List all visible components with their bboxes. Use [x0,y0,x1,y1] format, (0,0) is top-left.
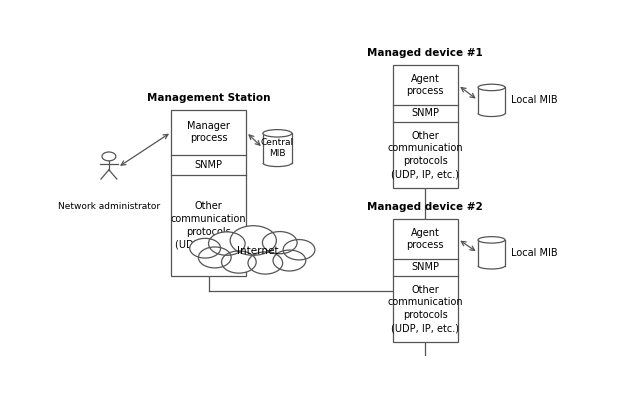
Circle shape [102,152,116,161]
Text: Management Station: Management Station [147,93,271,103]
Bar [478,88,505,113]
Text: Other
communication
protocols
(UDP, IP, etc.): Other communication protocols (UDP, IP, … [388,131,463,179]
Circle shape [209,232,245,255]
Circle shape [222,251,256,273]
Circle shape [283,240,315,260]
Text: Agent
process: Agent process [407,74,444,96]
Circle shape [199,247,231,268]
Text: Internet: Internet [237,246,279,256]
Text: Agent
process: Agent process [407,228,444,250]
Text: Managed device #1: Managed device #1 [368,48,483,58]
Circle shape [190,238,220,258]
Text: SNMP: SNMP [411,108,439,118]
Circle shape [263,232,297,254]
Bar [478,240,505,266]
Circle shape [248,252,283,274]
Text: Managed device #2: Managed device #2 [368,202,483,212]
Ellipse shape [478,237,505,243]
Bar [263,133,292,163]
Text: Local MIB: Local MIB [510,95,558,105]
Circle shape [273,250,306,271]
Ellipse shape [263,130,292,137]
Text: Other
communication
protocols
(UDP, IP, etc.): Other communication protocols (UDP, IP, … [171,202,247,250]
Bar [393,65,458,188]
Text: Other
communication
protocols
(UDP, IP, etc.): Other communication protocols (UDP, IP, … [388,285,463,333]
Ellipse shape [478,84,505,91]
Text: SNMP: SNMP [195,160,223,170]
Text: Network administrator: Network administrator [58,202,160,211]
Text: SNMP: SNMP [411,262,439,272]
Text: Manager
process: Manager process [188,121,230,144]
Bar [393,219,458,342]
Bar [171,110,246,276]
Text: Central
MIB: Central MIB [261,138,294,158]
Circle shape [230,226,276,255]
Text: Local MIB: Local MIB [510,248,558,258]
